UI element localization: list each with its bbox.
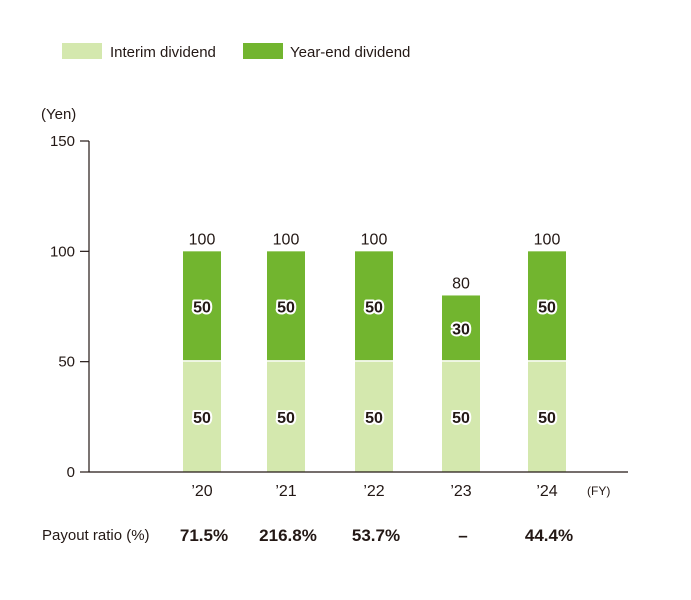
data-label-yearend-0: 50 bbox=[193, 300, 211, 317]
bars-layer bbox=[183, 251, 566, 472]
data-label-interim-2: 50 bbox=[365, 410, 383, 427]
x-axis-unit-label: (FY) bbox=[587, 484, 610, 498]
legend: Interim dividend Year-end dividend bbox=[62, 43, 410, 61]
y-tick-label-0: 0 bbox=[67, 464, 75, 481]
data-label-interim-0: 50 bbox=[193, 410, 211, 427]
legend-label-yearend: Year-end dividend bbox=[290, 44, 410, 61]
data-label-interim-3: 50 bbox=[452, 410, 470, 427]
y-tick-label-1: 50 bbox=[58, 354, 75, 371]
bar-yearend-4 bbox=[528, 251, 566, 361]
payout-ratio-title: Payout ratio (%) bbox=[42, 527, 150, 544]
y-tick-label-2: 100 bbox=[50, 243, 75, 260]
bar-yearend-2 bbox=[355, 251, 393, 361]
payout-value-4: 44.4% bbox=[525, 526, 573, 545]
bar-interim-2 bbox=[355, 361, 393, 472]
legend-label-interim: Interim dividend bbox=[110, 44, 216, 61]
bar-yearend-3 bbox=[442, 295, 480, 361]
total-label-3: 80 bbox=[452, 275, 470, 292]
total-label-2: 100 bbox=[361, 231, 388, 248]
x-tick-label-1: ’21 bbox=[275, 483, 296, 500]
data-label-interim-1: 50 bbox=[277, 410, 295, 427]
bar-interim-1 bbox=[267, 361, 305, 472]
data-label-interim-4: 50 bbox=[538, 410, 556, 427]
bar-yearend-1 bbox=[267, 251, 305, 361]
y-axis-label: (Yen) bbox=[41, 106, 76, 123]
legend-swatch-interim bbox=[62, 43, 102, 59]
y-tick-label-3: 150 bbox=[50, 133, 75, 150]
bar-interim-4 bbox=[528, 361, 566, 472]
total-label-0: 100 bbox=[189, 231, 216, 248]
bar-yearend-0 bbox=[183, 251, 221, 361]
x-tick-label-0: ’20 bbox=[191, 483, 212, 500]
labels-layer: 50 50 100 ’20 71.5% 50 50 100 ’21 216.8% 50 50 100 ’2… bbox=[180, 231, 573, 545]
x-tick-label-3: ’23 bbox=[450, 483, 471, 500]
payout-value-1: 216.8% bbox=[259, 526, 317, 545]
data-label-yearend-3: 30 bbox=[452, 322, 470, 339]
x-tick-label-2: ’22 bbox=[363, 483, 384, 500]
x-tick-label-4: ’24 bbox=[536, 483, 557, 500]
payout-value-0: 71.5% bbox=[180, 526, 228, 545]
bar-interim-3 bbox=[442, 361, 480, 472]
data-label-yearend-2: 50 bbox=[365, 300, 383, 317]
axes-layer: 0 50 100 150 bbox=[50, 133, 628, 481]
payout-value-3: – bbox=[458, 526, 467, 545]
payout-value-2: 53.7% bbox=[352, 526, 400, 545]
bar-interim-0 bbox=[183, 361, 221, 472]
total-label-4: 100 bbox=[534, 231, 561, 248]
legend-swatch-yearend bbox=[243, 43, 283, 59]
total-label-1: 100 bbox=[273, 231, 300, 248]
data-label-yearend-4: 50 bbox=[538, 300, 556, 317]
data-label-yearend-1: 50 bbox=[277, 300, 295, 317]
